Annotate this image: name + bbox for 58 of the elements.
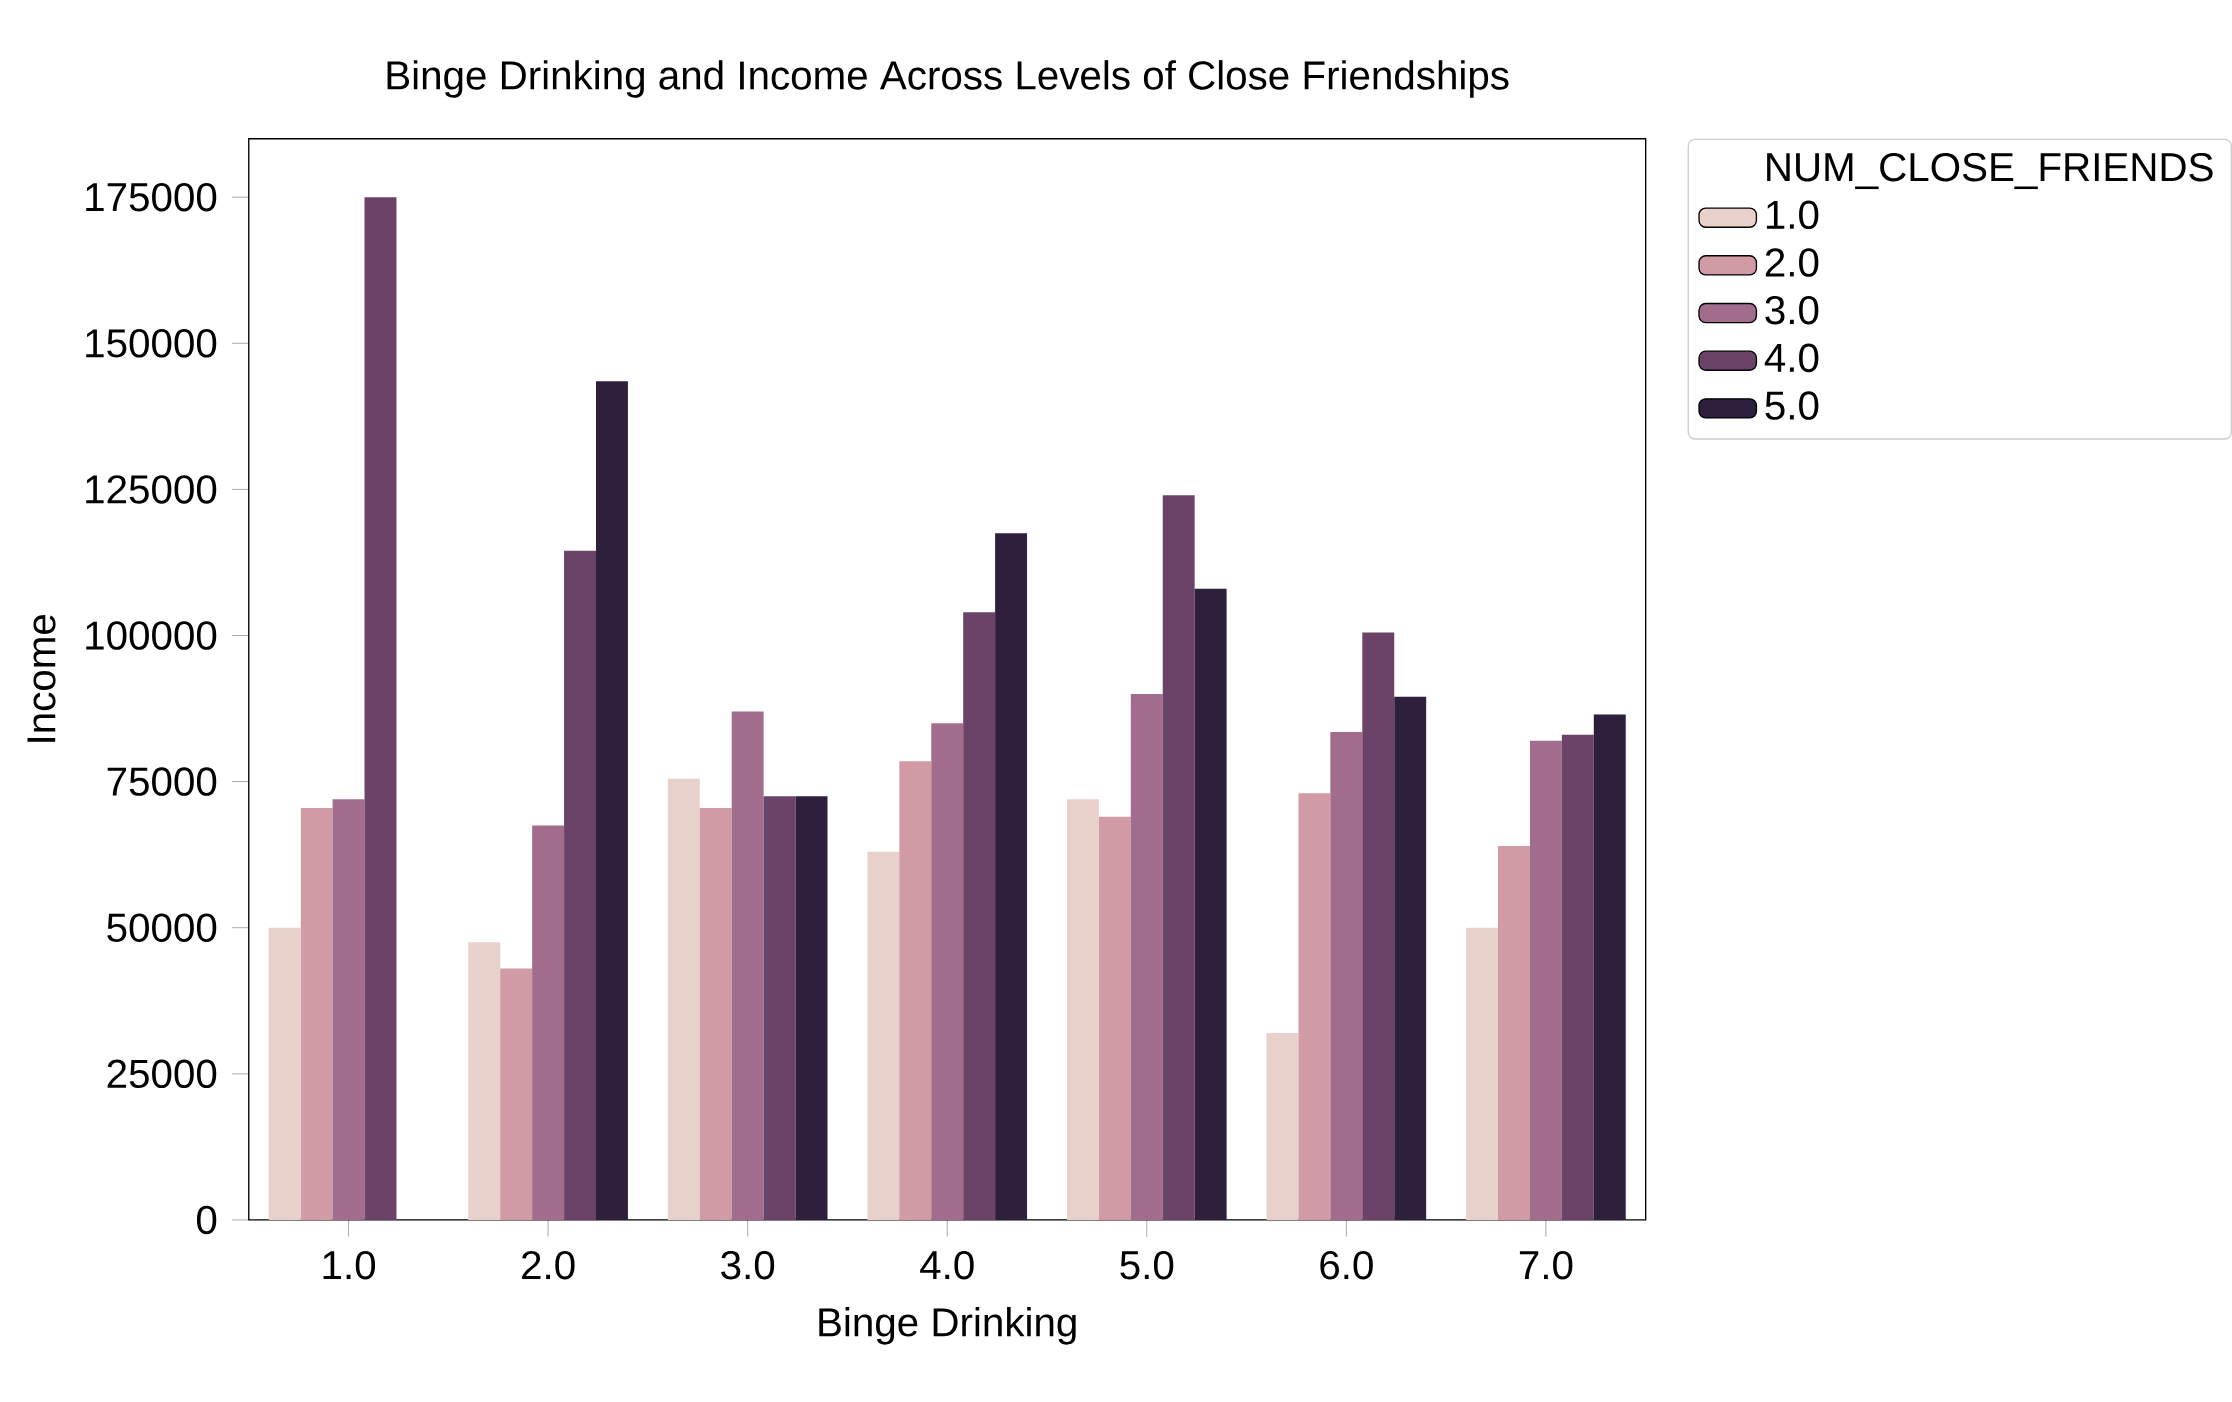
bar	[1362, 632, 1395, 1221]
bar	[1130, 694, 1163, 1221]
x-tick-label: 5.0	[1120, 1251, 1174, 1280]
x-tick-label: 1.0	[323, 1251, 376, 1280]
y-tick-label: 125000	[86, 475, 217, 504]
x-tick-label: 4.0	[920, 1251, 974, 1280]
bar	[500, 968, 533, 1221]
y-tick-label: 100000	[86, 621, 217, 650]
bar	[899, 761, 932, 1221]
bar	[763, 796, 796, 1221]
bar	[1298, 793, 1331, 1221]
x-tick-label: 6.0	[1320, 1251, 1373, 1280]
bar	[564, 550, 597, 1221]
x-tick-label: 7.0	[1519, 1251, 1573, 1280]
legend-label: 2.0	[1765, 248, 1819, 277]
bar	[667, 778, 700, 1221]
legend-label: 3.0	[1765, 296, 1819, 325]
bar	[1266, 1033, 1299, 1221]
legend-label: 4.0	[1764, 343, 1819, 373]
legend-title: NUM_CLOSE_FRIENDS	[1767, 153, 2213, 190]
bar	[731, 711, 764, 1221]
bar	[268, 927, 301, 1221]
legend-label: 1.0	[1766, 200, 1819, 230]
x-tick-label: 2.0	[522, 1251, 575, 1280]
bar	[468, 942, 501, 1221]
bar	[300, 808, 333, 1221]
bar	[1394, 697, 1427, 1221]
bar	[1593, 714, 1626, 1221]
bar	[995, 533, 1028, 1221]
bar	[532, 825, 565, 1221]
bar	[1498, 846, 1530, 1221]
bar	[1466, 927, 1499, 1221]
bar	[1330, 732, 1363, 1221]
bar	[795, 796, 828, 1221]
legend-label: 5.0	[1765, 391, 1819, 420]
bar	[699, 808, 732, 1221]
y-tick-label: 50000	[107, 913, 217, 943]
bar	[963, 612, 996, 1221]
x-axis-title: Binge Drinking	[819, 1307, 1076, 1345]
bar	[1529, 740, 1562, 1221]
bar	[1066, 799, 1099, 1221]
bar	[332, 799, 365, 1221]
y-tick-label: 175000	[86, 183, 217, 212]
bar	[931, 723, 964, 1221]
y-tick-label: 25000	[107, 1059, 217, 1089]
bar	[1098, 816, 1131, 1221]
y-tick-label: 75000	[107, 767, 217, 797]
y-tick-label: 0	[196, 1205, 217, 1235]
bar	[1194, 588, 1227, 1221]
bar	[596, 381, 628, 1221]
x-tick-label: 3.0	[721, 1251, 775, 1280]
bar	[364, 197, 397, 1221]
bar	[1162, 495, 1195, 1221]
y-axis-title: Income	[27, 615, 56, 742]
bar	[1561, 734, 1594, 1221]
chart-title: Binge Drinking and Income Across Levels of Close Friendships	[387, 60, 1509, 98]
bar	[867, 851, 900, 1221]
y-tick-label: 150000	[86, 329, 217, 358]
